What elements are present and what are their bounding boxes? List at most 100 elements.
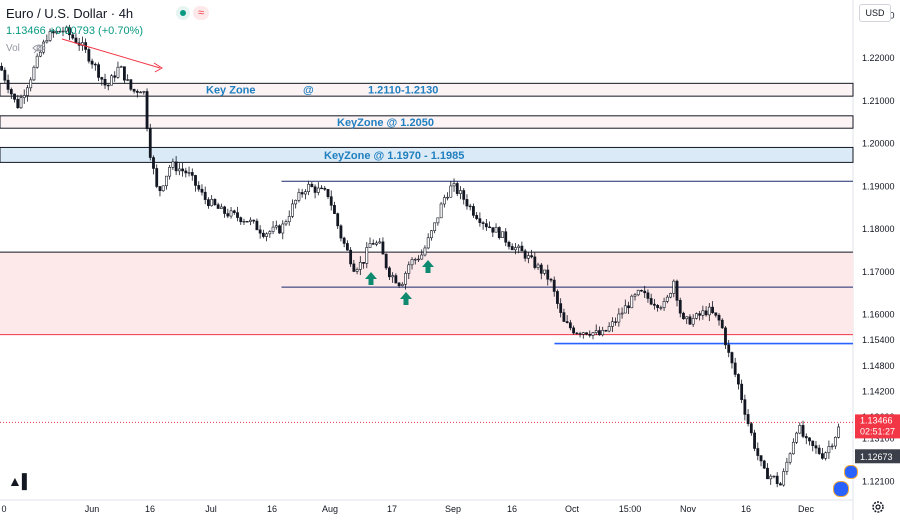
- candle-body: [329, 196, 333, 206]
- candle-body: [678, 300, 682, 314]
- x-tick-label: Nov: [680, 504, 697, 514]
- candle-body: [546, 269, 550, 280]
- y-tick-label: 1.14200: [862, 387, 895, 397]
- candle-body: [87, 49, 91, 62]
- candle-body: [782, 471, 786, 486]
- key-zone-label: KeyZone @ 1.1970 - 1.1985: [324, 150, 464, 162]
- candle-body: [808, 437, 811, 442]
- candle-body: [365, 247, 369, 264]
- candle-body: [772, 475, 776, 478]
- candle-body: [271, 226, 275, 232]
- candle-body: [779, 483, 782, 486]
- candle-body: [623, 305, 627, 314]
- data-delay-icon: ≈: [193, 6, 209, 20]
- candle-body: [704, 310, 708, 316]
- candle-body: [339, 225, 343, 239]
- candle-body: [394, 275, 398, 284]
- tradingview-logo[interactable]: ▲▌: [8, 473, 32, 489]
- candle-body: [788, 453, 792, 463]
- candle-body: [168, 167, 172, 177]
- candle-body: [400, 283, 404, 287]
- candle-body: [656, 305, 660, 308]
- candle-body: [291, 203, 294, 217]
- candle-body: [197, 185, 201, 190]
- candle-body: [539, 264, 543, 274]
- candle-body: [22, 95, 26, 99]
- candle-body: [688, 316, 692, 325]
- candle-body: [123, 66, 126, 81]
- candle-body: [801, 425, 805, 437]
- trend-line: [61, 38, 161, 69]
- candle-body: [491, 227, 495, 233]
- y-tick-label: 1.13100: [862, 434, 895, 444]
- globe-icon[interactable]: [833, 481, 849, 497]
- settings-icon[interactable]: [871, 500, 885, 514]
- symbol-title[interactable]: Euro / U.S. Dollar · 4h: [6, 6, 134, 21]
- x-tick-label: Jun: [85, 504, 100, 514]
- candle-body: [465, 199, 469, 207]
- candle-body: [620, 312, 624, 315]
- candle-body: [203, 191, 207, 200]
- candle-body: [672, 280, 676, 294]
- candle-body: [646, 292, 650, 299]
- candle-body: [791, 441, 795, 455]
- x-tick-label: 15:00: [619, 504, 642, 514]
- y-tick-label: 1.22000: [862, 53, 895, 63]
- candle-body: [223, 206, 226, 214]
- status-badges: ≈: [176, 6, 209, 20]
- candle-body: [310, 183, 314, 188]
- candle-body: [659, 307, 663, 309]
- x-tick-label: Oct: [565, 504, 580, 514]
- candle-body: [565, 321, 569, 324]
- candle-body: [517, 245, 521, 248]
- candle-body: [132, 88, 136, 92]
- candle-body: [119, 66, 123, 68]
- candle-body: [320, 187, 323, 190]
- candle-body: [720, 319, 724, 329]
- current-price-tag: [855, 414, 900, 439]
- key-zone-box: [0, 146, 854, 163]
- eye-icon[interactable]: [32, 42, 46, 54]
- globe-icon[interactable]: [844, 465, 858, 479]
- candle-body: [572, 327, 576, 334]
- candle-body: [488, 226, 491, 228]
- candle-body: [368, 243, 372, 248]
- candle-body: [821, 453, 824, 459]
- candle-body: [536, 264, 540, 268]
- candle-body: [352, 263, 356, 272]
- candle-body: [29, 79, 33, 89]
- candle-body: [526, 255, 530, 259]
- y-tick-label: 1.15400: [862, 335, 895, 345]
- candle-body: [413, 258, 417, 261]
- candle-body: [155, 168, 159, 187]
- candle-body: [307, 183, 311, 193]
- candle-body: [71, 34, 75, 39]
- candle-body: [468, 205, 472, 208]
- candle-body: [691, 318, 695, 325]
- candle-body: [35, 55, 39, 68]
- candle-body: [171, 161, 175, 168]
- candle-body: [129, 79, 133, 90]
- y-tick-label: 1.16000: [862, 310, 895, 320]
- candle-body: [449, 185, 453, 198]
- candle-body: [601, 329, 605, 336]
- candle-body: [669, 293, 672, 298]
- candle-body: [135, 90, 139, 93]
- key-zone-box: [0, 82, 854, 97]
- candle-body: [165, 175, 168, 187]
- candle-body: [749, 423, 753, 434]
- candle-body: [785, 461, 789, 472]
- candle-body: [627, 305, 630, 309]
- candle-body: [475, 215, 479, 219]
- candle-body: [58, 30, 62, 33]
- candle-body: [740, 383, 744, 400]
- key-zone-range: 1.2110-1.2130: [368, 85, 438, 97]
- currency-button[interactable]: USD: [859, 4, 891, 22]
- candle-body: [229, 210, 233, 217]
- y-tick-label: 1.19000: [862, 181, 895, 191]
- y-tick-label: 1.21000: [862, 96, 895, 106]
- candle-body: [665, 296, 669, 302]
- candle-body: [484, 223, 488, 228]
- candle-body: [556, 291, 559, 304]
